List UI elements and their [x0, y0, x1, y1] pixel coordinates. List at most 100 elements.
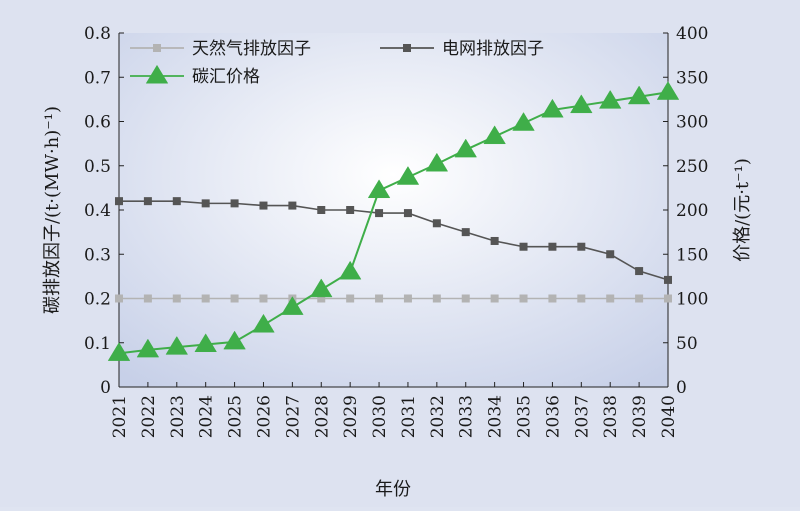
series-point: [145, 64, 169, 84]
x-tick-label: 2022: [139, 395, 159, 438]
series-point: [490, 236, 499, 245]
legend-entry-1: 电网排放因子: [380, 39, 544, 59]
y-left-tick-label: 0.3: [84, 245, 111, 265]
series-point: [338, 260, 362, 280]
series-point: [396, 166, 420, 185]
series-1: [115, 197, 672, 284]
y-right-tick-label: 0: [676, 378, 687, 398]
series-point: [259, 201, 268, 210]
series-point: [143, 294, 152, 303]
x-tick-label: 2025: [226, 395, 246, 438]
series-point: [598, 89, 622, 109]
y-right-tick-label: 100: [676, 290, 708, 310]
series-point: [461, 294, 470, 303]
x-tick-label: 2026: [254, 395, 274, 438]
series-point: [577, 294, 586, 303]
series-point: [107, 342, 131, 361]
series-point: [346, 294, 355, 303]
x-tick-label: 2027: [283, 395, 303, 438]
series-point: [317, 294, 326, 303]
series-point: [230, 294, 239, 303]
x-tick-label: 2038: [601, 395, 621, 438]
series-point: [165, 335, 189, 355]
y-left-tick-label: 0.2: [84, 290, 111, 310]
series-point: [172, 197, 181, 206]
series-point: [230, 199, 239, 208]
series-point: [425, 152, 449, 172]
series-point: [548, 242, 557, 251]
x-tick-label: 2029: [341, 395, 361, 438]
series-point: [288, 201, 297, 210]
legend-label: 碳汇价格: [192, 67, 260, 87]
x-tick-label: 2040: [659, 395, 679, 438]
y-left-tick-label: 0.4: [84, 201, 111, 221]
series-point: [143, 197, 152, 206]
series-point: [483, 125, 506, 145]
x-tick-label: 2028: [312, 395, 332, 438]
series-point: [512, 112, 535, 131]
y-left-tick-label: 0.1: [84, 334, 111, 354]
series-point: [461, 228, 470, 237]
series-point: [627, 85, 651, 105]
series-point: [281, 296, 304, 315]
series-point: [346, 206, 355, 214]
series-point: [252, 313, 275, 333]
y-left-tick-label: 0.5: [84, 157, 111, 177]
y-left-tick-label: 0.8: [84, 24, 111, 44]
x-tick-label: 2032: [428, 395, 448, 438]
x-tick-label: 2021: [110, 395, 130, 438]
x-tick-label: 2035: [515, 395, 535, 438]
series-point: [490, 294, 499, 303]
x-tick-label: 2036: [543, 395, 563, 438]
series-point: [367, 179, 391, 199]
series-point: [454, 138, 477, 158]
legend-label: 天然气排放因子: [192, 39, 311, 59]
series-point: [635, 267, 644, 276]
series-2: [107, 81, 680, 361]
x-tick-label: 2033: [457, 395, 477, 438]
x-tick-label: 2037: [572, 395, 592, 438]
series-point: [201, 199, 210, 208]
series-point: [317, 206, 326, 214]
series-point: [403, 44, 411, 52]
y-left-tick-label: 0.7: [84, 68, 111, 88]
series-point: [223, 330, 246, 350]
series-point: [403, 294, 412, 303]
y-right-tick-label: 150: [676, 245, 708, 265]
series-point: [606, 250, 615, 259]
y-right-tick-label: 300: [676, 113, 708, 133]
series-point: [519, 242, 528, 251]
y-right-tick-label: 400: [676, 24, 708, 44]
y-right-tick-label: 250: [676, 157, 708, 177]
legend-entry-2: 碳汇价格: [130, 64, 260, 87]
series-point: [664, 275, 672, 284]
series-point: [310, 278, 333, 298]
x-axis-title: 年份: [375, 479, 411, 500]
series-point: [606, 294, 615, 303]
y-left-tick-label: 0.6: [84, 113, 111, 133]
y-right-tick-label: 200: [676, 201, 708, 221]
series-point: [201, 294, 210, 303]
x-tick-label: 2023: [168, 395, 188, 438]
x-tick-label: 2034: [486, 395, 506, 438]
y-right-tick-label: 50: [676, 334, 698, 354]
series-point: [194, 333, 217, 353]
series-point: [153, 44, 161, 52]
y-axis-left-title: 碳排放因子/(t·(MW·h)⁻¹): [42, 106, 63, 314]
series-point: [519, 294, 528, 303]
series-0: [115, 294, 672, 303]
series-point: [570, 94, 593, 114]
series-point: [635, 294, 644, 303]
x-tick-label: 2024: [197, 395, 217, 438]
series-point: [375, 209, 384, 218]
legend-entry-0: 天然气排放因子: [130, 39, 311, 59]
series-point: [577, 242, 586, 251]
x-tick-label: 2039: [630, 395, 650, 438]
series-point: [432, 219, 441, 228]
series-point: [432, 294, 441, 303]
y-axis-right-title: 价格/(元·t⁻¹): [732, 158, 753, 262]
series-point: [403, 209, 412, 218]
series-point: [115, 294, 123, 303]
